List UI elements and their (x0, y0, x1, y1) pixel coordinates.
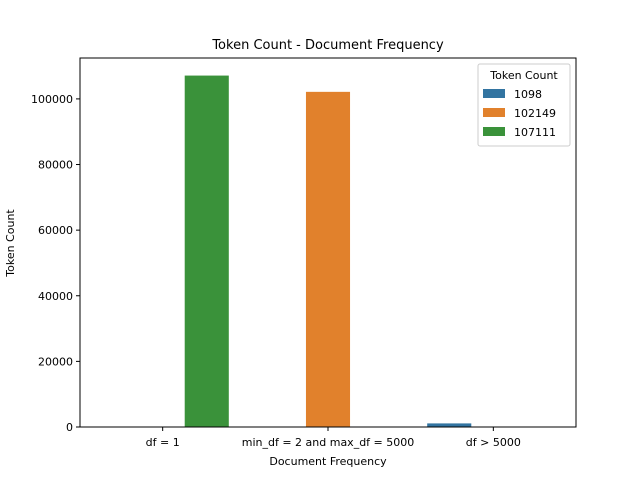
bars-group (184, 75, 472, 428)
chart-title: Token Count - Document Frequency (211, 38, 444, 53)
bar-102149-1 (305, 91, 351, 428)
y-tick-label-1: 20000 (38, 355, 73, 368)
x-tick-label-1: min_df = 2 and max_df = 5000 (242, 436, 415, 449)
x-tick-label-0: df = 1 (146, 436, 180, 449)
y-axis-title: Token Count (4, 209, 17, 278)
legend-label-107111: 107111 (514, 126, 556, 139)
x-axis-title: Document Frequency (269, 455, 387, 468)
legend-swatch-107111 (483, 127, 505, 136)
y-axis: 0 20000 40000 60000 80000 100000 (31, 93, 80, 434)
y-tick-label-3: 60000 (38, 224, 73, 237)
y-tick-label-2: 40000 (38, 290, 73, 303)
bar-1098-2 (427, 423, 472, 427)
bar-107111-0 (184, 75, 229, 428)
legend-label-1098: 1098 (514, 88, 542, 101)
legend-swatch-1098 (483, 89, 505, 98)
x-axis: df = 1 min_df = 2 and max_df = 5000 df > 5… (146, 427, 521, 449)
y-tick-label-0: 0 (66, 421, 73, 434)
y-tick-label-4: 80000 (38, 159, 73, 172)
y-tick-label-5: 100000 (31, 93, 73, 106)
legend: Token Count 1098 102149 107111 (477, 63, 571, 147)
legend-label-102149: 102149 (514, 107, 556, 120)
legend-items: 1098 102149 107111 (483, 88, 556, 139)
x-tick-label-2: df > 5000 (466, 436, 521, 449)
legend-title: Token Count (489, 69, 558, 82)
legend-swatch-102149 (483, 108, 505, 117)
legend-box (477, 63, 571, 147)
